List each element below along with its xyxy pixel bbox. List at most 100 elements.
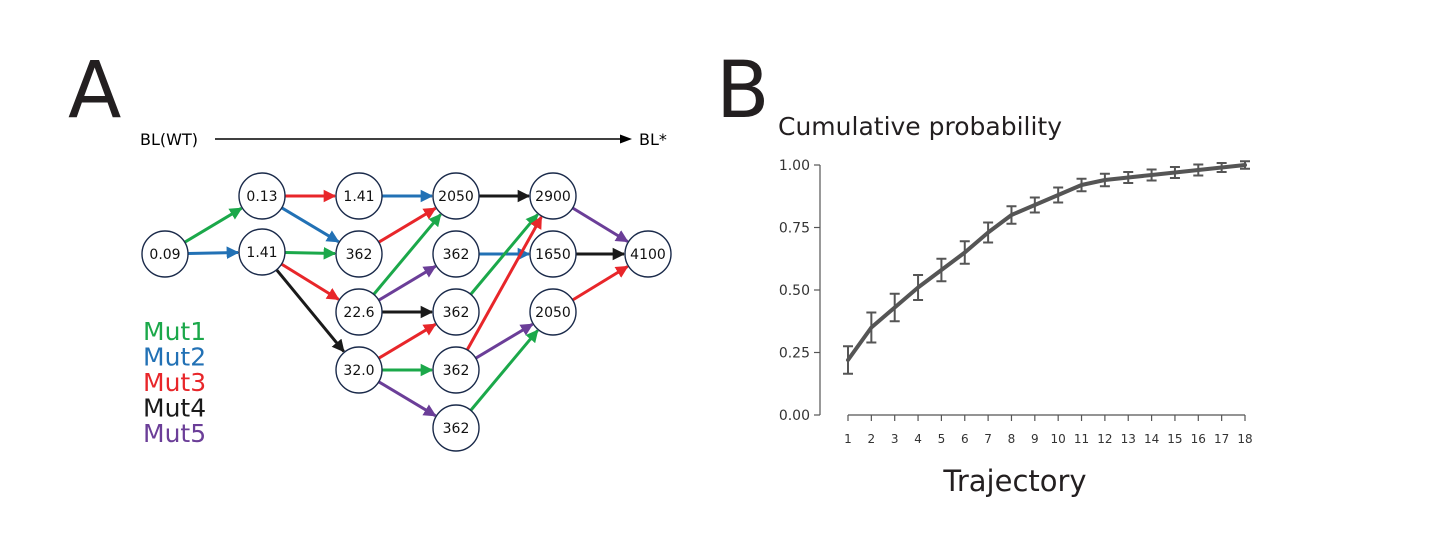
node-label: 1.41 (246, 245, 277, 261)
edge-n10-n13 (469, 213, 539, 296)
node-label: 32.0 (343, 363, 374, 379)
x-tick-label: 18 (1237, 432, 1252, 446)
edge-n7-n12 (377, 380, 437, 417)
x-tick-label: 5 (938, 432, 946, 446)
edge-n11-n15 (474, 323, 534, 360)
node-n7: 32.0 (335, 346, 383, 394)
node-circle (432, 172, 480, 220)
node-n9: 362 (432, 230, 480, 278)
x-tick-label: 7 (984, 432, 992, 446)
edge-n1-n2 (183, 207, 243, 244)
edge-n2-n5 (280, 206, 340, 243)
panel-a: A BL(WT) BL* 0.09 0.13 1.41 1.41 362 22.6 32.0… (68, 46, 672, 452)
node-circle (335, 172, 383, 220)
y-tick-label: 1.00 (779, 158, 810, 174)
edge-n7-n10 (377, 323, 437, 360)
node-n12: 362 (432, 404, 480, 452)
node-n4: 1.41 (335, 172, 383, 220)
node-circle (529, 288, 577, 336)
x-tick-label: 11 (1074, 432, 1089, 446)
series-line (846, 163, 1247, 362)
data-point (1126, 176, 1130, 179)
edge-n13-n16 (571, 206, 629, 243)
node-label: 2050 (438, 189, 474, 205)
node-n14: 1650 (529, 230, 577, 278)
x-tick-label: 2 (868, 432, 876, 446)
node-circle (432, 346, 480, 394)
node-label: 362 (443, 363, 470, 379)
edge-n3-n5 (284, 246, 337, 260)
data-point (1080, 183, 1084, 187)
edge-n5-n8 (377, 207, 437, 244)
node-n6: 22.6 (335, 288, 383, 336)
data-point (1056, 193, 1060, 197)
node-label: 1650 (535, 247, 571, 263)
nodes-layer: 0.09 0.13 1.41 1.41 362 22.6 32.0 2050 362 362 362… (141, 172, 672, 452)
node-label: 0.09 (149, 247, 180, 263)
panel-a-label: A (68, 46, 121, 136)
node-n2: 0.13 (238, 172, 286, 220)
node-circle (432, 288, 480, 336)
node-circle (529, 230, 577, 278)
data-point (869, 326, 873, 329)
node-label: 362 (443, 247, 470, 263)
node-label: 1.41 (343, 189, 374, 205)
chart-area: 0.000.250.500.751.001 2 3 4 5 6 7 8 9 10 11 12 13 14 1… (779, 158, 1253, 446)
x-tick-label: 12 (1097, 432, 1112, 446)
data-point (939, 268, 943, 272)
axis-end-label: BL* (639, 130, 667, 149)
node-label: 362 (443, 305, 470, 321)
legend-mut2: Mut2 (143, 343, 206, 372)
node-n8: 2050 (432, 172, 480, 220)
x-tick-label: 8 (1008, 432, 1016, 446)
x-tick-label: 17 (1214, 432, 1229, 446)
node-circle (238, 172, 286, 220)
edge-n1-n3 (187, 246, 240, 260)
node-circle (432, 230, 480, 278)
data-point (986, 231, 990, 234)
edge-n3-n6 (280, 262, 340, 301)
edge-n3-n7 (275, 268, 345, 353)
data-point (1150, 173, 1154, 177)
panel-b: B Cumulative probability Trajectory 0.00… (716, 46, 1253, 498)
legend-mut1: Mut1 (143, 317, 206, 346)
data-point (963, 251, 967, 254)
panel-b-label: B (716, 46, 770, 136)
edge-n6-n9 (377, 265, 437, 302)
edge-n11-n13 (465, 215, 543, 351)
data-point (1009, 213, 1013, 217)
node-circle (529, 172, 577, 220)
node-label: 2900 (535, 189, 571, 205)
node-n3: 1.41 (238, 228, 286, 276)
x-tick-label: 6 (961, 432, 969, 446)
node-n10: 362 (432, 288, 480, 336)
data-point (1243, 163, 1247, 167)
legend-mut4: Mut4 (143, 394, 206, 423)
chart-title: Cumulative probability (778, 112, 1062, 141)
data-point (893, 306, 897, 309)
x-tick-label: 3 (891, 432, 899, 446)
node-label: 0.13 (246, 189, 277, 205)
y-tick-label: 0.25 (779, 346, 810, 362)
x-tick-label: 1 (844, 432, 852, 446)
axis-start-label: BL(WT) (140, 130, 198, 149)
data-point (916, 286, 920, 289)
axis-arrow-head (620, 134, 632, 144)
data-point (1103, 178, 1107, 182)
node-n15: 2050 (529, 288, 577, 336)
data-point (846, 358, 850, 362)
node-n16: 4100 (624, 230, 672, 278)
y-tick-label: 0.00 (779, 408, 810, 424)
node-label: 4100 (630, 247, 666, 263)
x-tick-label: 16 (1191, 432, 1206, 446)
legend-mut5: Mut5 (143, 419, 206, 448)
x-tick-label: 14 (1144, 432, 1159, 446)
data-point (1220, 166, 1224, 169)
node-circle (624, 230, 672, 278)
x-tick-label: 15 (1167, 432, 1182, 446)
data-point (1196, 168, 1200, 172)
edge-n6-n8 (372, 213, 442, 296)
node-n1: 0.09 (141, 230, 189, 278)
